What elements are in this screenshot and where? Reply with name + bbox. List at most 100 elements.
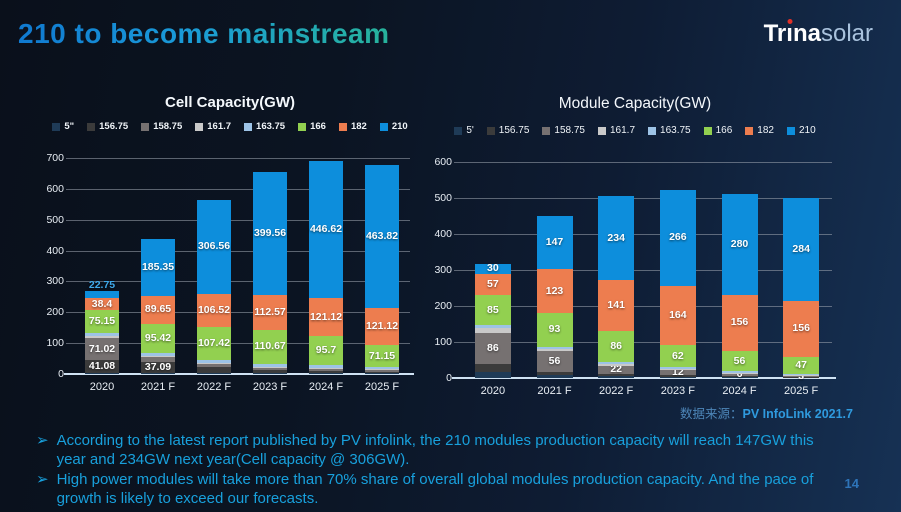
bar-segment: [85, 336, 119, 339]
bar-segment: [536, 268, 573, 314]
gridline: [454, 306, 832, 307]
bar-segment: [598, 331, 635, 363]
x-category-label: 2022 F: [196, 381, 232, 393]
bullet-text: According to the latest report published…: [56, 432, 814, 468]
bar-value-label: 38.4: [91, 297, 113, 310]
bar-segment: [141, 352, 175, 356]
gridline: [454, 162, 832, 163]
chart-legend: 5" 156.75 158.75 161.7 163.75 166 182 210: [30, 121, 430, 132]
y-tick-label: 300: [434, 264, 452, 276]
plot-area: 0 100 200 300 400 500 600 86 85 57 30 2020 56 93 123 14…: [420, 88, 850, 408]
bar-segment: [309, 370, 343, 374]
bar-value-label: 56: [733, 354, 746, 367]
plot-area: 0 100 200 300 400 500 600 700 41.08 71.02 75.15 38.…: [30, 88, 430, 408]
bar-value-label: 47: [795, 358, 807, 371]
legend-item: 163.75: [648, 125, 691, 136]
bar-segment: [365, 307, 399, 346]
gridline: [66, 219, 410, 221]
data-source-value: PV InfoLink 2021.7: [742, 407, 853, 421]
y-tick-label: 300: [46, 275, 64, 288]
bar-segment: [659, 367, 696, 370]
legend-swatch: [786, 126, 795, 135]
bar-segment: [253, 366, 287, 368]
bar-segment: [197, 373, 231, 375]
gridline: [454, 342, 832, 343]
bar-segment: [659, 369, 696, 371]
bar-value-label: 446.62: [309, 223, 343, 236]
bar-segment: [783, 373, 820, 376]
bar-segment: [253, 367, 287, 370]
bar-value-label: 306.56: [197, 240, 231, 253]
legend-swatch: [745, 126, 754, 135]
legend-label: 5': [466, 125, 474, 136]
bar-value-label: 57: [486, 278, 499, 291]
bar-segment: [598, 365, 635, 374]
bullet-text: High power modules will take more than 7…: [56, 471, 814, 507]
bar-segment: [783, 300, 820, 357]
chart-title: Module Capacity(GW): [558, 95, 712, 112]
bar-value-label: 123: [545, 284, 564, 297]
bar-segment: [141, 361, 175, 374]
bar-segment: [659, 344, 696, 368]
bar-segment: [197, 294, 231, 327]
bar-segment: [659, 374, 696, 377]
bar-segment: [721, 194, 758, 295]
bar-value-label: 12: [671, 366, 684, 379]
bar-value-label: 463.82: [365, 229, 399, 242]
bar-segment: [536, 346, 573, 350]
bar-value-label: 107.42: [197, 337, 231, 350]
bar-segment: [309, 365, 343, 368]
bar-segment: [659, 190, 696, 286]
bar-value-label: 71.02: [88, 342, 116, 355]
legend-swatch: [244, 122, 253, 131]
bar-segment: [141, 238, 175, 296]
bar-segment: [721, 294, 758, 351]
x-category-label: 2020: [89, 381, 115, 393]
bar-segment: [536, 313, 573, 347]
bar-segment: [598, 364, 635, 366]
logo-dot-icon: ı: [786, 20, 793, 47]
legend-swatch: [338, 122, 347, 131]
y-tick-label: 0: [446, 372, 452, 384]
legend-label: 182: [350, 121, 367, 132]
bar-value-label: 164: [669, 308, 687, 321]
bar-segment: [141, 357, 175, 362]
bar-segment: [141, 295, 175, 324]
legend-label: 166: [310, 121, 326, 132]
bar-segment: [598, 196, 635, 281]
bar-segment: [85, 291, 119, 299]
bar-value-label: 234: [607, 231, 625, 244]
bar-segment: [783, 376, 820, 378]
legend-swatch: [454, 126, 463, 135]
gridline: [454, 270, 832, 271]
x-category-label: 2021 F: [140, 381, 176, 393]
legend-swatch: [87, 122, 96, 131]
legend-item: 182: [745, 125, 774, 136]
legend-label: 161.7: [609, 125, 636, 136]
bar-segment: [309, 368, 343, 371]
bar-segment: [536, 349, 573, 352]
gridline: [66, 158, 410, 159]
bar-segment: [474, 325, 511, 329]
bar-segment: [659, 376, 696, 378]
y-tick-label: 400: [46, 244, 64, 257]
bar-segment: [783, 377, 820, 379]
bar-value-label: 22.75: [88, 279, 116, 292]
legend-swatch: [52, 122, 61, 131]
legend-item: 210: [786, 125, 816, 136]
bar-segment: [197, 367, 231, 374]
bar-segment: [474, 333, 511, 365]
bar-segment: [721, 375, 758, 377]
bar-value-label: 121.12: [309, 310, 343, 323]
gridline: [66, 281, 410, 283]
bar-value-label: 22: [610, 363, 622, 376]
bar-value-label: 41.08: [88, 360, 116, 373]
legend-swatch: [141, 122, 150, 131]
x-category-label: 2021 F: [537, 385, 572, 397]
bar-segment: [85, 333, 119, 336]
legend-item: 5": [52, 121, 74, 132]
y-tick-label: 200: [434, 300, 452, 312]
gridline: [454, 198, 832, 199]
legend-swatch: [703, 126, 712, 135]
y-tick-label: 200: [46, 306, 64, 319]
